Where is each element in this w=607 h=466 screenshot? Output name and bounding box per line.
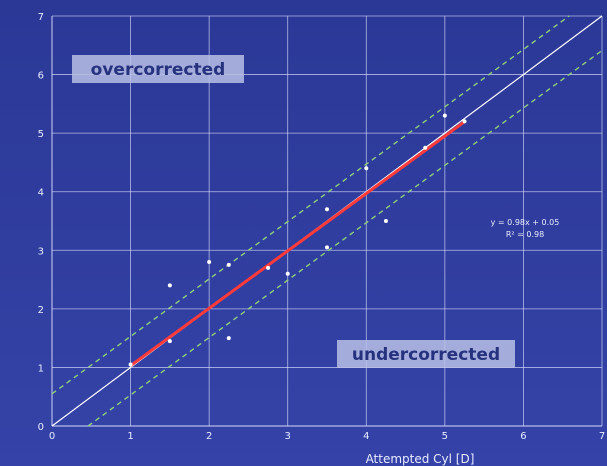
y-tick-label: 2 xyxy=(38,305,44,316)
undercorrected-text: undercorrected xyxy=(352,345,500,365)
data-point xyxy=(207,260,212,264)
data-points xyxy=(128,113,467,367)
x-tick-label: 2 xyxy=(206,431,212,442)
data-point xyxy=(325,207,329,212)
y-tick-label: 7 xyxy=(38,12,44,23)
undercorrected-label: undercorrected xyxy=(337,340,515,368)
data-point xyxy=(226,336,231,341)
r-squared: R² = 0.98 xyxy=(506,230,544,239)
data-point xyxy=(325,245,329,250)
x-tick-labels: 0 1 2 3 4 5 6 7 xyxy=(49,431,605,442)
data-point xyxy=(266,265,271,270)
x-tick-label: 6 xyxy=(520,431,526,442)
x-tick-label: 1 xyxy=(127,431,133,442)
data-point xyxy=(462,119,467,124)
data-point xyxy=(364,166,369,171)
y-tick-labels: 0 1 2 3 4 5 6 7 xyxy=(38,12,44,433)
data-point xyxy=(226,262,231,267)
data-point xyxy=(442,113,447,118)
overcorrected-label: overcorrected xyxy=(72,55,244,83)
y-tick-label: 5 xyxy=(38,129,44,140)
upper-confidence-line xyxy=(51,15,570,395)
data-point xyxy=(383,219,388,223)
overcorrected-text: overcorrected xyxy=(91,60,226,80)
lower-confidence-line xyxy=(87,49,603,427)
y-tick-label: 6 xyxy=(38,71,44,82)
data-point xyxy=(167,283,172,288)
x-tick-label: 4 xyxy=(363,431,369,442)
x-axis-label: Attempted Cyl [D] xyxy=(366,452,475,466)
y-tick-label: 0 xyxy=(38,422,44,433)
data-point xyxy=(285,271,290,276)
data-point xyxy=(128,362,133,367)
x-tick-label: 3 xyxy=(285,431,291,442)
lines xyxy=(51,15,603,427)
y-tick-label: 1 xyxy=(38,363,44,374)
data-point xyxy=(167,339,172,344)
x-tick-label: 5 xyxy=(442,431,448,442)
y-tick-label: 4 xyxy=(38,188,44,199)
x-tick-label: 7 xyxy=(599,431,605,442)
regression-line xyxy=(129,120,466,367)
x-tick-label: 0 xyxy=(49,431,55,442)
y-tick-label: 3 xyxy=(38,246,44,257)
data-point xyxy=(423,145,428,150)
regression-equation: y = 0.98x + 0.05 xyxy=(491,218,560,227)
